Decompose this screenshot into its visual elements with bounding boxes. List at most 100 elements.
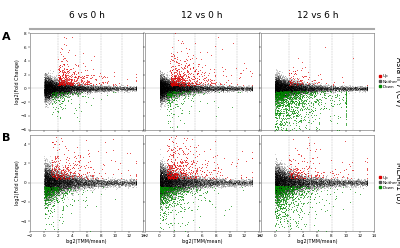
Point: [169, 173, 176, 177]
Point: [61, 176, 68, 180]
Point: [46, 187, 52, 191]
Point: [158, 185, 164, 188]
Point: [63, 175, 69, 179]
Point: [190, 92, 196, 95]
Point: [91, 183, 97, 187]
Point: [237, 88, 244, 92]
Point: [47, 79, 53, 83]
Point: [43, 84, 50, 88]
Point: [173, 173, 180, 177]
Point: [126, 90, 132, 93]
Point: [166, 182, 173, 186]
Point: [180, 189, 187, 193]
Point: [182, 138, 189, 142]
Point: [324, 174, 330, 178]
Point: [95, 87, 101, 91]
Point: [273, 184, 280, 188]
Point: [277, 88, 283, 92]
Point: [276, 89, 283, 93]
Point: [163, 179, 169, 183]
Point: [276, 189, 283, 193]
Point: [273, 183, 279, 187]
Point: [284, 91, 290, 95]
Point: [275, 185, 282, 189]
Point: [277, 84, 284, 88]
Point: [300, 201, 306, 205]
Point: [345, 86, 352, 90]
Point: [156, 180, 163, 184]
Point: [195, 84, 201, 88]
Point: [233, 86, 239, 90]
Point: [328, 87, 335, 91]
Point: [244, 87, 250, 91]
Point: [178, 180, 185, 184]
Point: [281, 89, 287, 93]
Point: [285, 91, 291, 95]
Point: [57, 185, 63, 189]
Point: [74, 86, 80, 90]
Point: [289, 82, 296, 86]
Point: [321, 184, 327, 187]
Point: [274, 194, 280, 198]
Point: [291, 89, 297, 93]
Point: [313, 182, 320, 186]
Point: [60, 92, 66, 96]
Point: [222, 90, 228, 94]
Point: [307, 192, 314, 196]
Point: [57, 87, 63, 91]
Point: [163, 193, 170, 197]
Point: [161, 85, 167, 89]
Point: [54, 179, 60, 183]
Point: [114, 86, 121, 90]
Point: [230, 89, 237, 93]
Point: [160, 74, 166, 78]
Point: [203, 86, 209, 90]
Point: [192, 182, 198, 186]
Point: [66, 185, 72, 188]
Point: [325, 185, 331, 188]
Point: [293, 97, 299, 101]
Point: [48, 84, 55, 88]
Point: [273, 175, 280, 179]
Point: [52, 182, 58, 186]
Point: [44, 80, 50, 84]
Point: [310, 84, 316, 88]
Point: [126, 179, 132, 183]
Point: [60, 92, 66, 95]
Point: [48, 176, 54, 180]
Point: [54, 183, 60, 187]
Point: [156, 185, 163, 189]
Point: [278, 94, 284, 98]
Point: [162, 216, 169, 220]
Point: [47, 182, 53, 186]
Point: [162, 86, 168, 90]
Point: [157, 183, 164, 187]
Point: [294, 106, 300, 110]
Point: [319, 181, 326, 185]
Point: [212, 87, 218, 91]
Point: [167, 193, 173, 197]
Point: [305, 174, 312, 178]
Point: [309, 86, 316, 90]
Point: [286, 88, 293, 92]
Point: [168, 177, 175, 181]
Point: [278, 91, 284, 95]
Point: [276, 83, 282, 87]
Point: [58, 95, 64, 99]
Point: [50, 86, 56, 90]
Point: [295, 188, 301, 192]
Point: [54, 181, 61, 185]
Point: [186, 178, 192, 182]
Point: [276, 180, 282, 184]
Point: [301, 134, 308, 138]
Point: [187, 185, 193, 189]
Point: [293, 190, 300, 194]
Point: [54, 84, 60, 88]
Point: [310, 88, 317, 92]
Point: [185, 83, 191, 87]
Point: [46, 176, 52, 180]
Point: [70, 86, 76, 90]
Point: [210, 184, 216, 187]
Point: [280, 181, 286, 185]
Point: [281, 190, 287, 194]
